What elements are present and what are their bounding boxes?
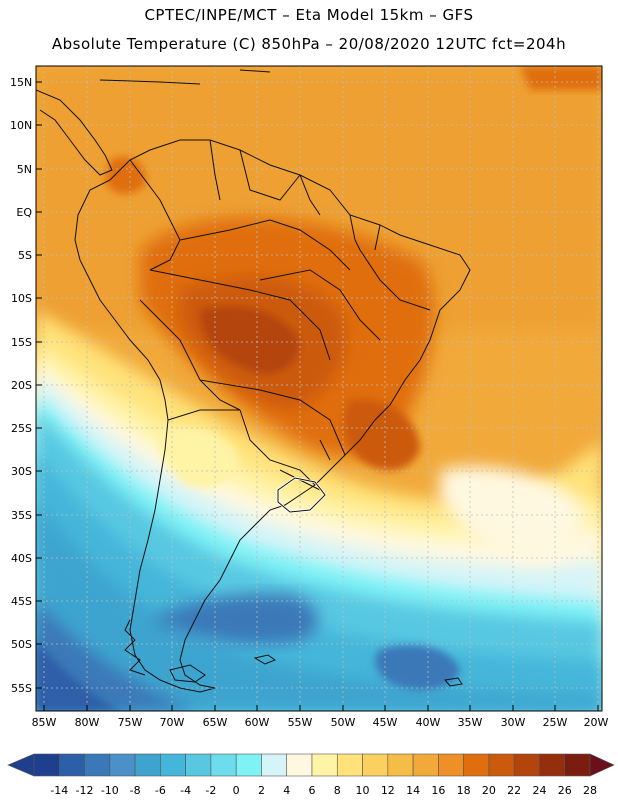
lat-label-55s: 55S — [11, 682, 32, 695]
legend-swatch — [84, 753, 111, 777]
lon-label-40w: 40W — [415, 716, 441, 729]
lat-label-5n: 5N — [16, 163, 32, 176]
lat-label-5s: 5S — [18, 249, 32, 262]
lon-label-65w: 65W — [202, 716, 228, 729]
legend-swatch — [336, 753, 363, 777]
chart-title-line2: Absolute Temperature (C) 850hPa – 20/08/… — [51, 35, 567, 53]
legend-label: 12 — [380, 784, 395, 797]
legend-label: -6 — [154, 784, 166, 797]
lon-label-45w: 45W — [372, 716, 398, 729]
lat-label-15s: 15S — [11, 336, 32, 349]
legend-arrow-low — [7, 753, 35, 777]
legend-swatch — [58, 753, 85, 777]
axis-ticks — [36, 81, 599, 711]
legend-label: 28 — [583, 784, 597, 797]
legend-swatch — [109, 753, 136, 777]
legend-swatch — [261, 753, 288, 777]
legend-label: 0 — [232, 784, 240, 797]
legend-swatch — [438, 753, 464, 777]
lon-label-25w: 25W — [542, 716, 568, 729]
lat-label-10n: 10N — [10, 119, 33, 132]
legend-swatch — [387, 753, 414, 777]
lon-label-50w: 50W — [330, 716, 356, 729]
lat-label-10s: 10S — [11, 292, 32, 305]
legend-label: 10 — [355, 784, 370, 797]
legend-swatch — [160, 753, 186, 777]
lon-label-55w: 55W — [287, 716, 313, 729]
legend-label: 20 — [481, 784, 496, 797]
lon-label-80w: 80W — [74, 716, 100, 729]
lat-label-35s: 35S — [11, 509, 32, 522]
coastlines-borders — [36, 69, 471, 693]
legend-swatch — [134, 753, 161, 777]
legend-swatch — [463, 753, 490, 777]
lon-label-75w: 75W — [117, 716, 143, 729]
legend-swatch — [564, 753, 591, 777]
legend-label: -2 — [205, 784, 217, 797]
lat-lon-grid — [36, 66, 602, 711]
legend-swatch — [311, 753, 338, 777]
legend-label: -4 — [180, 784, 192, 797]
lon-label-20w: 20W — [583, 716, 609, 729]
legend-label: 6 — [308, 784, 316, 797]
lon-label-70w: 70W — [159, 716, 185, 729]
legend-swatch — [488, 753, 515, 777]
legend-label: 22 — [507, 784, 522, 797]
legend-label: 4 — [283, 784, 291, 797]
chart-title-line1: CPTEC/INPE/MCT – Eta Model 15km – GFS — [144, 6, 474, 24]
lon-label-85w: 85W — [31, 716, 57, 729]
legend-label: 2 — [257, 784, 265, 797]
legend-swatch — [539, 753, 566, 777]
legend-swatch — [210, 753, 237, 777]
legend-swatch — [33, 753, 60, 777]
legend-swatch — [362, 753, 389, 777]
legend-label: 18 — [456, 784, 471, 797]
legend-label: -10 — [100, 784, 119, 797]
lat-label-25s: 25S — [11, 422, 32, 435]
legend-swatch — [185, 753, 212, 777]
lon-label-30w: 30W — [500, 716, 526, 729]
lat-label-20s: 20S — [11, 379, 32, 392]
legend-swatch — [412, 753, 439, 777]
lat-label-50s: 50S — [11, 638, 32, 651]
legend-label: 8 — [333, 784, 341, 797]
legend-swatch — [286, 753, 313, 777]
lat-label-eq: EQ — [16, 206, 32, 219]
legend-arrow-high — [589, 753, 615, 777]
lat-label-45s: 45S — [11, 595, 32, 608]
lon-label-35w: 35W — [457, 716, 483, 729]
color-scale-legend — [7, 753, 615, 777]
temperature-field — [36, 66, 602, 711]
map-frame — [35, 65, 603, 712]
lon-label-60w: 60W — [244, 716, 270, 729]
legend-label: 14 — [406, 784, 421, 797]
legend-label: -12 — [75, 784, 94, 797]
lat-label-15n: 15N — [10, 76, 33, 89]
lat-label-40s: 40S — [11, 552, 32, 565]
legend-label: 16 — [431, 784, 446, 797]
legend-swatch — [513, 753, 540, 777]
legend-label: 26 — [557, 784, 572, 797]
legend-label: 24 — [532, 784, 547, 797]
legend-label: -8 — [129, 784, 141, 797]
lat-label-30s: 30S — [11, 465, 32, 478]
legend-swatch — [235, 753, 262, 777]
legend-label: -14 — [50, 784, 69, 797]
